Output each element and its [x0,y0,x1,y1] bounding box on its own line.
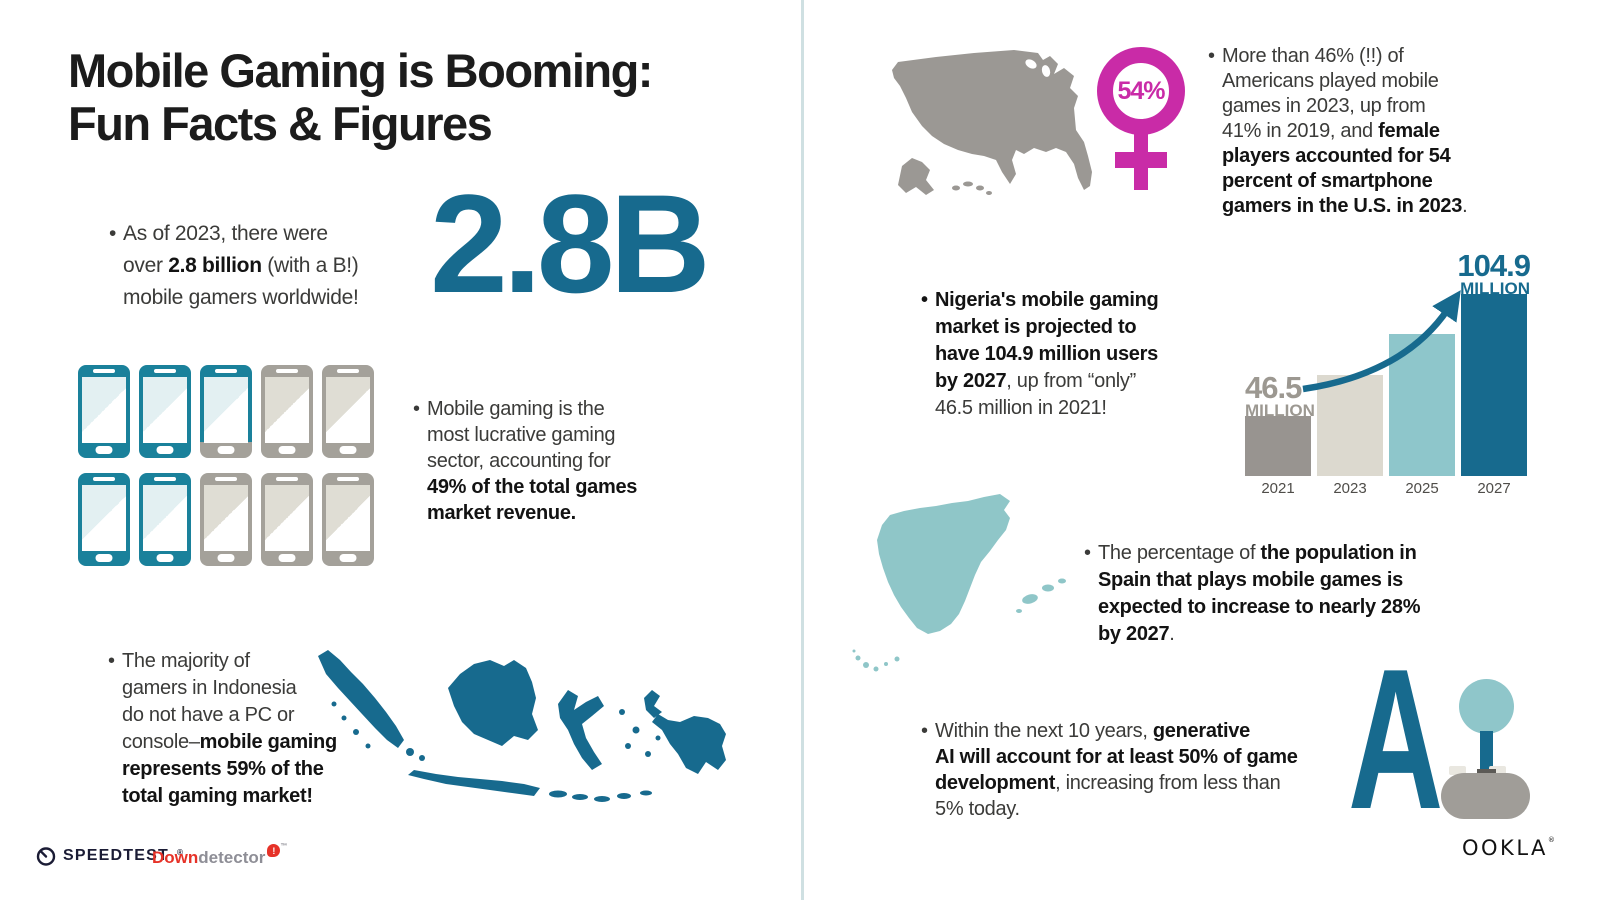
growth-arrow-icon [1302,290,1461,393]
female-symbol-icon: 54% [1097,47,1185,192]
chart-label-2027: 104.9 MILLION [1457,248,1531,298]
phone-icon [261,473,313,566]
spain-map [852,494,1066,672]
usa-map [892,50,1092,195]
speedtest-logo: SPEEDTEST ® [36,846,184,866]
fact-generative-ai: Within the next 10 years, generative AI … [921,718,1298,822]
phone-icon [200,473,252,566]
bar-year-label: 2025 [1405,480,1439,497]
bar-year-label: 2027 [1477,480,1511,497]
downdetector-trademark: ™ [280,843,288,850]
bar-rect-2023 [1317,375,1383,476]
joystick-button-right-icon [1489,766,1506,775]
chart-label-2027-unit: MILLION [1460,279,1530,298]
divider-line [801,0,804,900]
downdetector-logo: Down detector! ™ [152,843,287,868]
joystick-base-icon [1441,773,1530,819]
female-symbol-cross [1115,152,1167,168]
big-stat-2-8b: 2.8B [430,165,711,322]
female-share-badge: 54% [1117,76,1165,105]
chart-label-2021: 46.5 MILLION [1245,370,1315,420]
phone-icon [78,473,130,566]
phone-icon [322,473,374,566]
speedtest-gauge-icon [36,847,56,866]
speedtest-trademark: ® [176,847,185,857]
bar-2021: 2021 [1245,245,1311,497]
phone-icon [200,365,252,458]
phone-icon [78,365,130,458]
bar-rect-2021 [1245,416,1311,476]
joystick-ball-icon [1459,679,1514,734]
nigeria-bar-chart-bars: 2021 2023 2025 2027 [1245,245,1527,497]
downdetector-wordmark-down: Down [152,848,199,867]
nigeria-bar-chart: 46.5 MILLION 104.9 MILLION 2021 2023 2025 2… [1220,245,1532,497]
bar-2027: 2027 [1461,245,1527,497]
fact-us-players: More than 46% (!!) of Americans played m… [1208,44,1468,219]
page-title: Mobile Gaming is Booming: Fun Facts & Fi… [68,44,653,150]
fact-nigeria: Nigeria's mobile gaming market is projec… [921,287,1159,422]
fact-spain: The percentage of the population in Spai… [1084,540,1420,648]
page-title-line2: Fun Facts & Figures [68,97,493,150]
ookla-trademark: ® [1547,836,1558,844]
chart-label-2021-value: 46.5 [1245,370,1302,405]
downdetector-wordmark-detector: detector [198,848,266,867]
phone-icon [139,473,191,566]
female-symbol-ring: 54% [1097,47,1185,135]
chart-label-2027-value: 104.9 [1457,248,1531,283]
ai-letter-a: A [1348,628,1444,851]
bar-year-label: 2021 [1261,480,1295,497]
fact-indonesia: The majority of gamers in Indonesia do n… [108,648,337,810]
joystick-stick-icon [1480,731,1493,777]
phone-icon [322,365,374,458]
phones-pictogram [78,365,374,566]
fact-gamers-worldwide: As of 2023, there were over 2.8 billion … [109,218,359,314]
downdetector-alert-icon: ! [267,844,281,857]
bar-2023: 2023 [1317,245,1383,497]
phone-icon [261,365,313,458]
joystick-button-left-icon [1449,766,1466,775]
fact-revenue-share: Mobile gaming is the most lucrative gami… [413,396,637,526]
speedtest-wordmark: SPEEDTEST [63,847,169,864]
phone-icon [139,365,191,458]
bar-year-label: 2023 [1333,480,1367,497]
page-title-line1: Mobile Gaming is Booming: [68,44,653,97]
bar-rect-2027 [1461,294,1527,476]
indonesia-map [318,650,726,802]
ookla-wordmark: OOKLA [1462,836,1548,860]
chart-label-2021-unit: MILLION [1245,401,1315,420]
ookla-logo: OOKLA® [1462,836,1557,860]
